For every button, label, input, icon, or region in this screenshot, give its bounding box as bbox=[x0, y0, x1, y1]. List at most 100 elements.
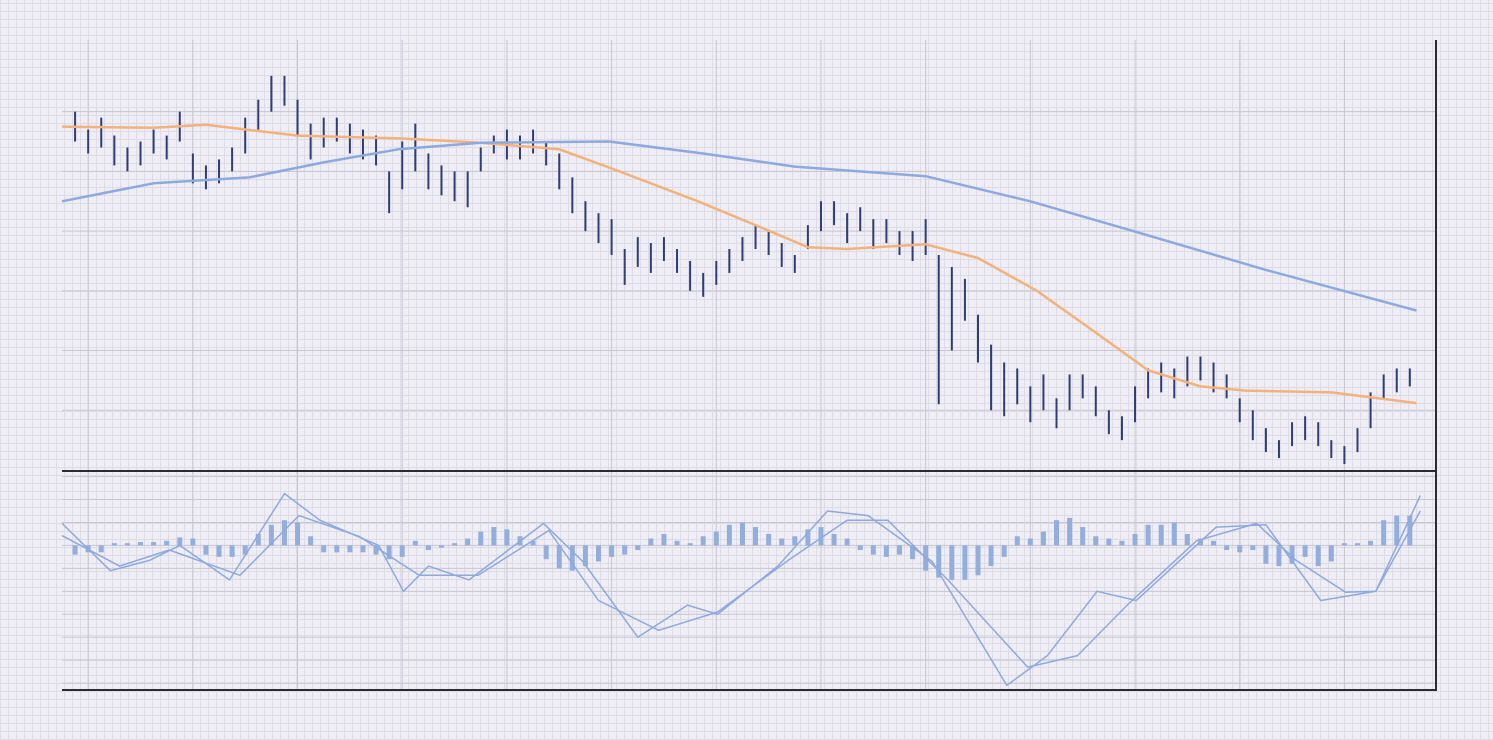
histogram-bar bbox=[255, 533, 261, 546]
histogram-bar bbox=[1145, 524, 1151, 546]
histogram-bar bbox=[504, 529, 510, 546]
histogram-bar bbox=[962, 545, 968, 580]
indicator-line bbox=[61, 140, 1417, 312]
histogram-bar bbox=[425, 545, 431, 551]
histogram-bar bbox=[1250, 545, 1256, 551]
histogram-bar bbox=[1368, 540, 1374, 546]
histogram-bar bbox=[1341, 543, 1347, 546]
histogram-bar bbox=[308, 536, 314, 546]
histogram-bar bbox=[347, 545, 353, 553]
histogram-bar bbox=[72, 545, 78, 555]
marks bbox=[61, 75, 1421, 687]
histogram-bar bbox=[753, 527, 759, 546]
histogram-bar bbox=[1184, 533, 1190, 546]
histogram-bar bbox=[1040, 531, 1046, 546]
histogram-bar bbox=[910, 545, 916, 560]
histogram-bar bbox=[988, 545, 994, 567]
histogram-bar bbox=[412, 540, 418, 546]
histogram-bar bbox=[1224, 545, 1230, 551]
histogram-bar bbox=[870, 545, 876, 555]
histogram-bar bbox=[609, 545, 615, 557]
histogram-bar bbox=[805, 529, 811, 546]
histogram-bar bbox=[1054, 520, 1060, 546]
histogram-bar bbox=[1289, 545, 1295, 564]
histogram-bar bbox=[1080, 527, 1086, 546]
histogram-bar bbox=[1381, 520, 1387, 546]
histogram-bar bbox=[1237, 545, 1243, 553]
histogram-bar bbox=[818, 527, 824, 546]
histogram-bar bbox=[622, 545, 628, 555]
histogram-bar bbox=[687, 543, 693, 546]
histogram-bar bbox=[766, 533, 772, 546]
histogram-bar bbox=[478, 531, 484, 546]
histogram-bar bbox=[452, 543, 458, 546]
histogram-bar bbox=[98, 545, 104, 553]
histogram-bar bbox=[569, 545, 575, 571]
histogram-bar bbox=[334, 545, 340, 553]
histogram-bar bbox=[739, 522, 745, 546]
histogram-bar bbox=[242, 545, 248, 555]
histogram-bar bbox=[373, 545, 379, 555]
histogram-bar bbox=[281, 520, 287, 546]
histogram-bar bbox=[216, 545, 222, 557]
histogram-bar bbox=[713, 531, 719, 546]
histogram-bar bbox=[111, 543, 117, 546]
histogram-bar bbox=[190, 538, 196, 546]
histogram-bar bbox=[1119, 540, 1125, 546]
histogram-bar bbox=[1328, 545, 1334, 562]
histogram-bar bbox=[1106, 538, 1112, 546]
histogram-bar bbox=[582, 545, 588, 567]
histogram-bar bbox=[1067, 517, 1073, 546]
histogram-bar bbox=[530, 540, 536, 546]
histogram-bar bbox=[1014, 536, 1020, 546]
histogram-bar bbox=[883, 545, 889, 557]
histogram-bar bbox=[726, 524, 732, 546]
histogram-bar bbox=[1276, 545, 1282, 567]
histogram-bar bbox=[1263, 545, 1269, 564]
histogram-bar bbox=[896, 545, 902, 555]
histogram-bar bbox=[596, 545, 602, 562]
histogram-bar bbox=[360, 545, 366, 553]
histogram-bar bbox=[648, 538, 654, 546]
histogram-bar bbox=[792, 536, 798, 546]
histogram-bar bbox=[1171, 522, 1177, 546]
histogram-bar bbox=[1394, 515, 1400, 546]
histogram-bar bbox=[857, 545, 863, 551]
histogram-bar bbox=[399, 545, 405, 557]
histogram-bar bbox=[491, 527, 497, 546]
indicator-line bbox=[61, 123, 1417, 405]
histogram-bar bbox=[1001, 545, 1007, 557]
grid bbox=[62, 40, 1436, 690]
histogram-bar bbox=[844, 538, 850, 546]
histogram-bar bbox=[321, 545, 327, 553]
histogram-bar bbox=[1132, 533, 1138, 546]
indicator-line bbox=[61, 495, 1421, 668]
histogram-bar bbox=[1302, 545, 1308, 557]
histogram-bar bbox=[203, 545, 209, 555]
frame bbox=[62, 40, 1437, 691]
histogram-bar bbox=[268, 524, 274, 546]
histogram-bar bbox=[556, 545, 562, 569]
histogram-bar bbox=[1211, 540, 1217, 546]
histogram-bar bbox=[831, 533, 837, 546]
histogram-bar bbox=[779, 538, 785, 546]
histogram-bar bbox=[177, 537, 183, 546]
histogram-bar bbox=[1315, 545, 1321, 567]
histogram-bar bbox=[1027, 538, 1033, 546]
histogram-bar bbox=[936, 545, 942, 578]
histogram-bar bbox=[1354, 543, 1360, 546]
histogram-bar bbox=[635, 545, 641, 551]
histogram-bar bbox=[164, 540, 170, 546]
histogram-bar bbox=[138, 541, 144, 546]
histogram-bar bbox=[438, 545, 444, 548]
histogram-bar bbox=[386, 545, 392, 560]
histogram-bar bbox=[1093, 536, 1099, 546]
histogram-bar bbox=[661, 533, 667, 546]
histogram-bar bbox=[700, 536, 706, 546]
histogram-bar bbox=[229, 545, 235, 557]
histogram-bar bbox=[674, 540, 680, 546]
histogram-bar bbox=[465, 538, 471, 546]
histogram-bar bbox=[975, 545, 981, 576]
